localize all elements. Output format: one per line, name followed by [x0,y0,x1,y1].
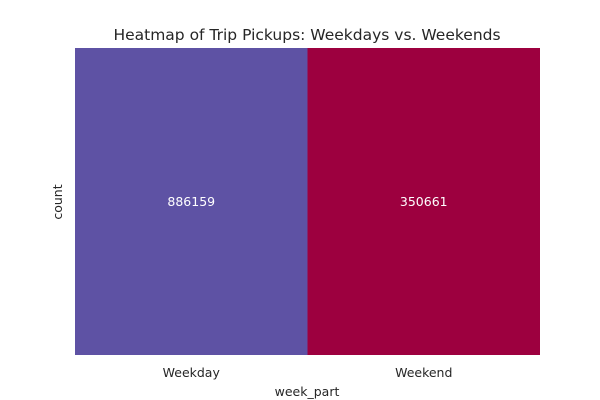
x-tick-label-weekend: Weekend [395,365,452,380]
heatmap-cell-labels: 886159 350661 [167,194,447,209]
x-tick-labels: Weekday Weekend [163,365,453,380]
y-axis-label: count [50,184,65,219]
cell-value-label-weekday: 886159 [167,194,215,209]
cell-value-label-weekend: 350661 [400,194,448,209]
heatmap-cell-weekend [307,48,540,355]
heatmap-cells [75,48,540,355]
x-tick-label-weekday: Weekday [163,365,221,380]
heatmap-cell-weekday [75,48,308,355]
x-axis-label: week_part [275,384,340,399]
chart-title: Heatmap of Trip Pickups: Weekdays vs. We… [113,26,500,44]
